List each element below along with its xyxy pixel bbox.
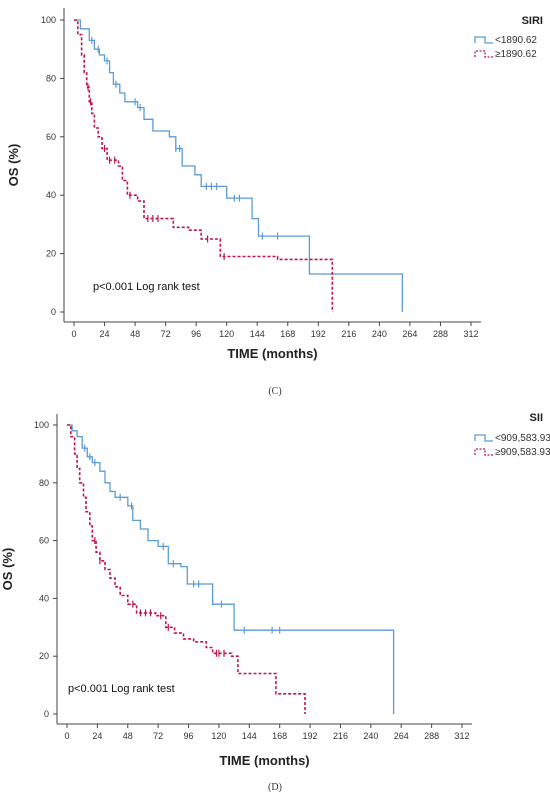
legend-title: SII [530,412,543,424]
x-tick-label: 48 [130,329,140,339]
x-tick-label: 216 [341,329,356,339]
x-tick-label: 0 [71,329,76,339]
x-tick-label: 312 [454,731,469,741]
y-tick-label: 100 [41,15,56,25]
x-tick-label: 168 [280,329,295,339]
survival-curve-series-2 [67,424,306,714]
y-tick-label: 100 [34,420,49,430]
survival-curve-series-1 [67,424,395,714]
x-tick-label: 312 [463,329,478,339]
x-tick-label: 72 [153,731,163,741]
annotation-text: p<0.001 Log rank test [68,683,175,695]
x-tick-label: 24 [92,731,102,741]
x-tick-label: 120 [219,329,234,339]
x-tick-label: 96 [191,329,201,339]
annotation-text: p<0.001 Log rank test [93,281,200,293]
y-tick-label: 60 [46,132,56,142]
legend-swatch-series-2 [474,448,493,456]
legend-label-series-2: ≥909,583.93 [495,447,550,458]
survival-curve-series-2 [74,19,334,312]
chart-panel-2: 0 24 48 72 96 120 144 168 192 216 240 264 288 312 0 20 4… [0,412,550,793]
y-tick-label: 40 [39,593,49,603]
x-tick-label: 120 [211,731,226,741]
x-tick-label: 144 [242,731,257,741]
x-axis-title: TIME (months) [219,753,309,768]
y-tick-label: 20 [39,651,49,661]
legend-label-series-1: <1890.62 [495,35,537,46]
chart-panel-1: 0 24 48 72 96 120 144 168 192 216 240 264 288 312 0 20 4… [6,8,543,397]
legend-label-series-1: <909,583.93 [495,433,550,444]
legend-swatch-series-2 [474,50,493,58]
x-tick-label: 24 [100,329,110,339]
y-axis-title: OS (%) [6,144,21,187]
x-tick-label: 288 [433,329,448,339]
x-tick-label: 192 [311,329,326,339]
x-tick-label: 192 [303,731,318,741]
y-tick-label: 80 [39,478,49,488]
y-tick-label: 40 [46,190,56,200]
x-tick-label: 168 [272,731,287,741]
survival-curve-series-1 [74,19,403,312]
y-tick-label: 0 [44,709,49,719]
x-tick-label: 96 [184,731,194,741]
y-tick-label: 0 [51,307,56,317]
x-tick-label: 144 [250,329,265,339]
y-tick-label: 80 [46,73,56,83]
y-tick-label: 20 [46,249,56,259]
x-tick-label: 264 [402,329,417,339]
panel-caption: (D) [268,782,282,793]
panel-caption: (C) [268,386,281,397]
x-tick-label: 264 [394,731,409,741]
x-tick-label: 72 [161,329,171,339]
y-axis-title: OS (%) [0,548,15,591]
x-axis-title: TIME (months) [227,346,317,361]
x-tick-label: 0 [64,731,69,741]
y-tick-label: 60 [39,536,49,546]
legend-label-series-2: ≥1890.62 [495,49,537,60]
legend-swatch-series-1 [474,36,493,44]
x-tick-label: 288 [424,731,439,741]
x-tick-label: 240 [372,329,387,339]
x-tick-label: 240 [363,731,378,741]
x-tick-label: 216 [333,731,348,741]
legend-title: SIRI [522,15,543,27]
x-tick-label: 48 [123,731,133,741]
legend-swatch-series-1 [474,434,493,442]
